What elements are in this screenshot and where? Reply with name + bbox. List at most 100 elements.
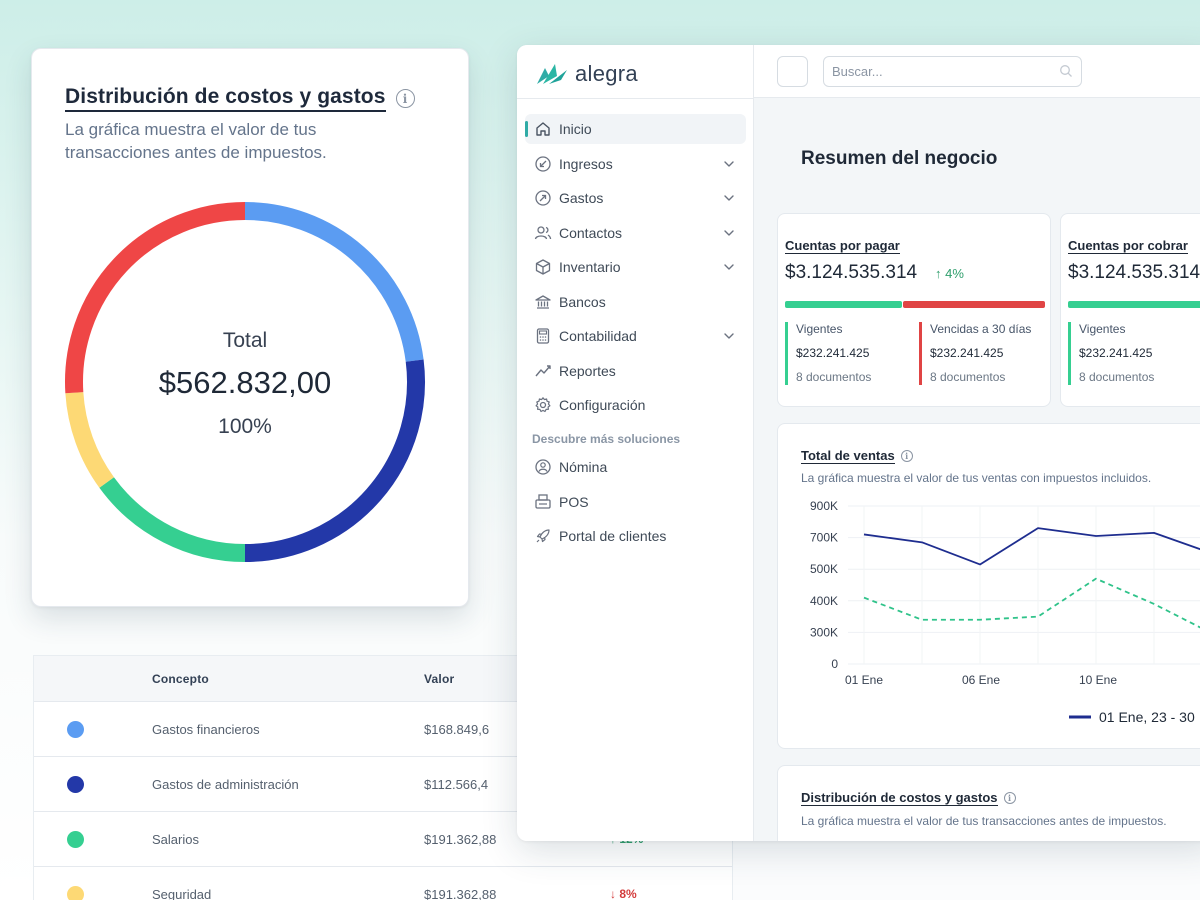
donut-center: Total $562.832,00 100% bbox=[65, 329, 425, 439]
accounts-payable-card[interactable]: Cuentas por pagar $3.124.535.314 ↑ 4% Vi… bbox=[777, 213, 1051, 407]
donut-slice-1[interactable] bbox=[244, 359, 425, 562]
row-value: $191.362,88 bbox=[424, 887, 497, 900]
table-row[interactable]: Seguridad $191.362,88 ↓ 8% bbox=[34, 867, 732, 900]
donut-slice-2[interactable] bbox=[99, 477, 246, 562]
info-icon[interactable]: i bbox=[900, 450, 913, 462]
sidebar-item-label: Bancos bbox=[559, 293, 606, 310]
accounts-receivable-card[interactable]: Cuentas por cobrar $3.124.535.314 Vigent… bbox=[1060, 213, 1200, 407]
sidebar-item-reportes[interactable]: Reportes bbox=[525, 356, 746, 386]
donut-slice-0[interactable] bbox=[244, 202, 424, 362]
sidebar-item-contactos[interactable]: Contactos bbox=[525, 218, 746, 248]
donut-chart bbox=[65, 202, 425, 562]
sidebar-item-label: Inventario bbox=[559, 259, 621, 275]
y-tick-label: 400K bbox=[810, 594, 838, 608]
pos-icon bbox=[535, 493, 551, 509]
sales-title[interactable]: Total de ventas bbox=[801, 448, 895, 464]
distribution-title[interactable]: Distribución de costos y gastos bbox=[801, 790, 998, 806]
payable-overdue-docs: 8 documentos bbox=[930, 370, 1006, 384]
accounts-receivable-title[interactable]: Cuentas por cobrar bbox=[1068, 238, 1188, 254]
donut-card-title: Distribución de costos y gastos bbox=[65, 85, 386, 112]
table-body: Gastos financieros $168.849,6 Gastos de ad… bbox=[34, 702, 732, 900]
sidebar-item-label: Contabilidad bbox=[559, 328, 637, 344]
row-concept: Gastos financieros bbox=[152, 722, 260, 737]
sidebar-item-label: Portal de clientes bbox=[559, 528, 667, 544]
chart-icon bbox=[535, 364, 551, 376]
sidebar-item-bancos[interactable]: Bancos bbox=[525, 287, 746, 317]
header-concepto[interactable]: Concepto bbox=[152, 672, 209, 686]
logo-text: alegra bbox=[575, 61, 638, 86]
sales-subtitle: La gráfica muestra el valor de tus venta… bbox=[801, 471, 1152, 485]
sidebar-item-label: Gastos bbox=[559, 190, 604, 206]
sidebar-item-label: Contactos bbox=[559, 224, 623, 241]
sidebar-item-label: POS bbox=[559, 493, 589, 510]
sidebar-item-inicio[interactable]: Inicio bbox=[525, 114, 746, 144]
distribution-card: Distribución de costos y gastos i La grá… bbox=[777, 765, 1200, 841]
sidebar: alegra Inicio Ingresos Gastos Contactos Inve… bbox=[517, 45, 754, 841]
sidebar-nav: Inicio Ingresos Gastos Contactos Inventario B… bbox=[525, 114, 746, 556]
accounts-payable-title[interactable]: Cuentas por pagar bbox=[785, 238, 900, 254]
sidebar-item-gastos[interactable]: Gastos bbox=[525, 183, 746, 213]
donut-total-label: Total bbox=[222, 329, 268, 352]
row-value: $112.566,4 bbox=[424, 777, 489, 792]
series-color-dot bbox=[67, 721, 84, 738]
row-concept: Seguridad bbox=[152, 887, 212, 900]
series-line-0[interactable] bbox=[863, 527, 1200, 566]
donut-total-percent: 100% bbox=[218, 415, 272, 438]
sidebar-item-label: Ingresos bbox=[559, 155, 613, 172]
search-icon[interactable] bbox=[1059, 64, 1073, 78]
arrow-in-icon bbox=[535, 155, 551, 172]
payable-current-value: $232.241.425 bbox=[796, 346, 870, 360]
nav-section-title: Descubre más soluciones bbox=[532, 432, 681, 446]
distribution-subtitle: La gráfica muestra el valor de tus trans… bbox=[801, 814, 1167, 828]
legend-label[interactable]: 01 Ene, 23 - 30 bbox=[1099, 709, 1195, 725]
row-concept: Salarios bbox=[152, 832, 199, 847]
series-line-1[interactable] bbox=[863, 577, 1200, 634]
chevron-down-icon[interactable] bbox=[722, 329, 736, 343]
info-icon[interactable]: i bbox=[1003, 792, 1016, 804]
sidebar-item-inventario[interactable]: Inventario bbox=[525, 252, 746, 282]
row-trend: ↓ 8% bbox=[610, 887, 637, 900]
donut-slice-3[interactable] bbox=[65, 391, 115, 488]
chevron-down-icon[interactable] bbox=[722, 157, 736, 171]
sidebar-item-pos[interactable]: POS bbox=[525, 487, 746, 517]
calculator-icon bbox=[536, 328, 550, 344]
sidebar-toggle-button[interactable] bbox=[777, 56, 808, 87]
y-tick-label: 0 bbox=[831, 657, 838, 671]
chevron-down-icon[interactable] bbox=[722, 260, 736, 274]
series-color-dot bbox=[67, 886, 84, 900]
payable-current-docs: 8 documentos bbox=[796, 370, 872, 384]
y-tick-label: 500K bbox=[810, 562, 838, 576]
payable-overdue-column: Vencidas a 30 días $232.241.425 8 docume… bbox=[919, 322, 1031, 385]
y-tick-label: 300K bbox=[810, 625, 838, 639]
sidebar-item-nómina[interactable]: Nómina bbox=[525, 452, 746, 482]
row-concept: Gastos de administración bbox=[152, 777, 299, 792]
search-input[interactable] bbox=[823, 56, 1082, 87]
sidebar-item-ingresos[interactable]: Ingresos bbox=[525, 149, 746, 179]
payable-overdue-value: $232.241.425 bbox=[930, 346, 1004, 360]
series-color-dot bbox=[67, 831, 84, 848]
table-row[interactable]: Gastos de administración $112.566,4 bbox=[34, 757, 732, 812]
arrow-out-icon bbox=[535, 190, 551, 206]
background-panel bbox=[733, 841, 1200, 900]
sidebar-item-configuración[interactable]: Configuración bbox=[525, 390, 746, 420]
chevron-down-icon[interactable] bbox=[722, 226, 736, 240]
table-row[interactable]: Gastos financieros $168.849,6 bbox=[34, 702, 732, 757]
donut-card-subtitle: La gráfica muestra el valor de tus trans… bbox=[65, 120, 327, 162]
info-icon[interactable]: i bbox=[395, 89, 415, 108]
app-window: alegra Inicio Ingresos Gastos Contactos Inve… bbox=[517, 45, 1200, 841]
chevron-down-icon[interactable] bbox=[722, 191, 736, 205]
sidebar-item-contabilidad[interactable]: Contabilidad bbox=[525, 321, 746, 351]
row-value: $191.362,88 bbox=[424, 832, 497, 847]
x-tick-label: 01 Ene bbox=[845, 673, 883, 687]
bank-icon bbox=[535, 294, 551, 309]
cost-distribution-card: Distribución de costos y gastos i La grá… bbox=[31, 48, 469, 607]
alegra-logo[interactable]: alegra bbox=[535, 59, 638, 89]
gear-icon bbox=[535, 397, 551, 413]
donut-slice-4[interactable] bbox=[65, 202, 246, 394]
sidebar-item-portal-de-clientes[interactable]: Portal de clientes bbox=[525, 521, 746, 551]
header-valor[interactable]: Valor bbox=[424, 672, 455, 686]
x-tick-label: 06 Ene bbox=[962, 673, 1000, 687]
payable-current-label: Vigentes bbox=[796, 322, 843, 336]
y-tick-label: 700K bbox=[810, 531, 838, 545]
